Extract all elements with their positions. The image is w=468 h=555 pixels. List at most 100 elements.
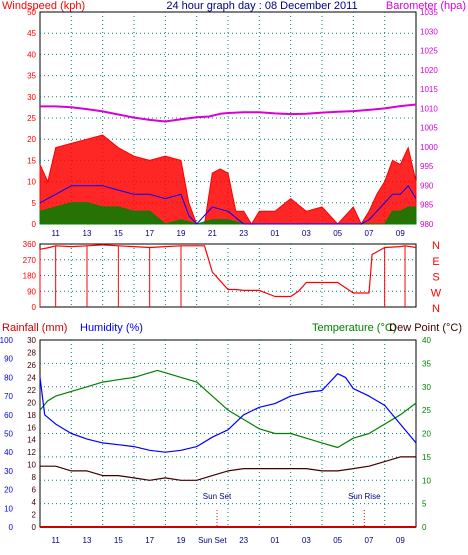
temperature-tick-label: 30 (422, 383, 431, 392)
barometer-tick-label: 1015 (420, 85, 438, 94)
rainfall-tick-label: 2 (32, 511, 37, 520)
hour-tick-label: 05 (333, 536, 342, 545)
rainfall-tick-label: 12 (27, 448, 36, 457)
hour-tick-label: 17 (145, 229, 154, 238)
hour-tick-label: Sun Set (198, 536, 227, 545)
barometer-tick-label: 995 (420, 162, 434, 171)
compass-label: S (432, 272, 439, 284)
direction-tick-label: 360 (23, 240, 37, 249)
rainfall-tick-label: 26 (27, 361, 36, 370)
temperature-tick-label: 10 (422, 476, 431, 485)
hour-tick-label: 11 (52, 229, 61, 238)
temperature-axis-label: Temperature (°C) (312, 322, 396, 334)
humidity-tick-label: 0 (9, 523, 14, 532)
hour-tick-label: 07 (365, 536, 374, 545)
hour-tick-label: 23 (239, 229, 248, 238)
gust-area (39, 134, 417, 226)
temperature-tick-label: 5 (422, 500, 427, 509)
hour-tick-label: 07 (365, 229, 374, 238)
dew-point-line (40, 456, 416, 481)
rainfall-axis-label: Rainfall (mm) (2, 322, 67, 334)
climate-time-axis: 11 13 15 17 19 Sun Set 23 01 03 05 07 09 (52, 536, 406, 545)
humidity-tick-label: 60 (4, 411, 13, 420)
rainfall-tick-label: 18 (27, 411, 36, 420)
windspeed-tick-label: 15 (27, 156, 36, 165)
rainfall-tick-label: 10 (27, 461, 36, 470)
compass-label: N (432, 303, 440, 315)
rainfall-tick-label: 0 (32, 523, 37, 532)
hour-tick-label: 01 (271, 536, 280, 545)
barometer-tick-label: 1035 (420, 8, 438, 17)
chart-title: 24 hour graph day : 08 December 2011 (166, 0, 357, 12)
direction-series (39, 244, 417, 307)
windspeed-tick-label: 40 (27, 50, 36, 59)
sun-annotation-label: Sun Set (203, 492, 232, 501)
hour-tick-label: 01 (271, 229, 280, 238)
windspeed-axis-label: Windspeed (kph) (2, 0, 85, 12)
humidity-tick-label: 100 (0, 336, 14, 345)
windspeed-tick-label: 45 (27, 29, 36, 38)
hour-tick-label: 19 (177, 536, 186, 545)
direction-tick-label: 270 (23, 256, 37, 265)
hour-tick-label: 13 (83, 536, 92, 545)
compass-label: E (432, 256, 439, 268)
barometer-tick-label: 1020 (420, 66, 438, 75)
temperature-tick-label: 15 (422, 453, 431, 462)
hour-tick-label: 13 (83, 229, 92, 238)
temperature-tick-label: 25 (422, 406, 431, 415)
windspeed-axis: 0 5 10 15 20 25 30 35 40 45 50 (27, 8, 36, 229)
wind-series (39, 103, 417, 226)
humidity-axis-label: Humidity (%) (80, 322, 143, 334)
hour-tick-label: 09 (396, 229, 405, 238)
barometer-tick-label: 990 (420, 181, 434, 190)
hour-tick-label: 03 (302, 229, 311, 238)
sun-annotation-label: Sun Rise (348, 492, 381, 501)
temperature-tick-label: 35 (422, 359, 431, 368)
hour-tick-label: 03 (302, 536, 311, 545)
hour-tick-label: 19 (177, 229, 186, 238)
climate-series (39, 369, 417, 528)
windspeed-tick-label: 30 (27, 93, 36, 102)
sun-annotations: Sun Set Sun Rise (203, 492, 381, 527)
humidity-tick-label: 90 (4, 355, 13, 364)
temperature-line (39, 369, 417, 449)
humidity-tick-label: 40 (4, 448, 13, 457)
humidity-tick-label: 70 (4, 392, 13, 401)
humidity-line (39, 373, 417, 453)
temperature-tick-label: 20 (422, 430, 431, 439)
barometer-tick-label: 1000 (420, 143, 438, 152)
barometer-tick-label: 1025 (420, 47, 438, 56)
direction-tick-label: 0 (32, 303, 37, 312)
rainfall-tick-label: 28 (27, 348, 36, 357)
hour-tick-label: 23 (239, 536, 248, 545)
hour-tick-label: 17 (145, 536, 154, 545)
temperature-axis: 0 5 10 15 20 25 30 35 40 (422, 336, 431, 532)
rainfall-tick-label: 20 (27, 398, 36, 407)
rainfall-tick-label: 24 (27, 373, 36, 382)
barometer-tick-label: 1005 (420, 124, 438, 133)
hour-tick-label: 21 (208, 229, 217, 238)
barometer-tick-label: 980 (420, 220, 434, 229)
hour-tick-label: 15 (114, 536, 123, 545)
compass-label: W (431, 287, 442, 299)
humidity-tick-label: 50 (4, 430, 13, 439)
humidity-tick-label: 30 (4, 467, 13, 476)
windspeed-tick-label: 10 (27, 178, 36, 187)
rainfall-tick-label: 4 (32, 498, 37, 507)
temperature-tick-label: 0 (422, 523, 427, 532)
direction-degree-axis: 0 90 180 270 360 (23, 240, 37, 312)
wind-direction-line (39, 244, 417, 298)
compass-label: N (432, 240, 440, 252)
humidity-axis: 0 10 20 30 40 50 60 70 80 90 100 (0, 336, 14, 532)
rainfall-tick-label: 6 (32, 486, 37, 495)
windspeed-tick-label: 50 (27, 8, 36, 17)
dew-point-axis-label: Dew Point (°C) (389, 322, 462, 334)
direction-tick-label: 180 (23, 272, 37, 281)
windspeed-tick-label: 5 (32, 199, 37, 208)
